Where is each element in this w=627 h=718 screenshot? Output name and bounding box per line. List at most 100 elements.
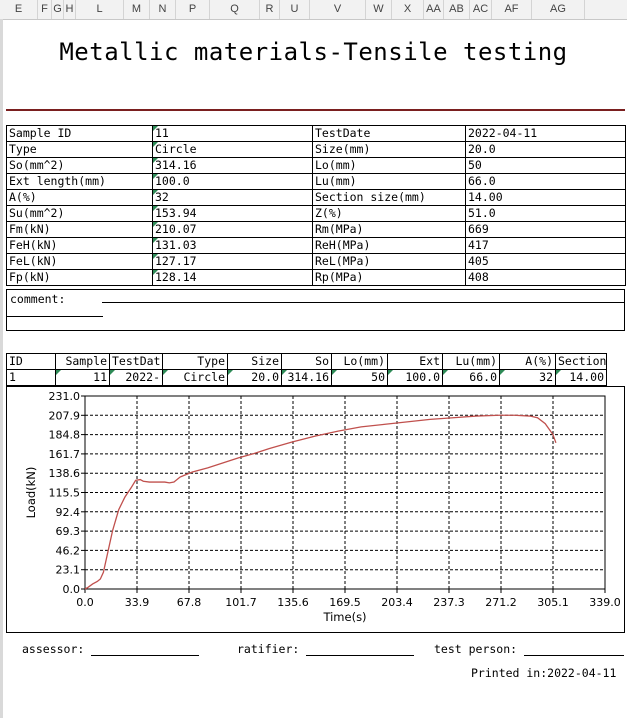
info-label-cell[interactable]: Sample ID [6, 125, 153, 142]
info-cell-text: 405 [468, 254, 489, 269]
info-label-cell[interactable]: FeH(kN) [6, 237, 153, 254]
info-value-cell[interactable]: 66.0 [465, 173, 626, 190]
results-cell-text: Section [558, 354, 607, 369]
results-value-cell[interactable]: 314.16 [281, 369, 332, 386]
info-value-cell[interactable]: 131.03 [152, 237, 313, 254]
info-label-cell[interactable]: Rm(MPa) [312, 221, 466, 238]
info-label-cell[interactable]: Rp(MPa) [312, 269, 466, 286]
results-header-cell[interactable]: Lo(mm) [331, 353, 388, 370]
results-header-cell[interactable]: TestDat [109, 353, 163, 370]
info-value-cell[interactable]: 11 [152, 125, 313, 142]
results-header-cell[interactable]: Sample [55, 353, 110, 370]
column-header[interactable]: AB [444, 0, 470, 19]
info-label-cell[interactable]: Size(mm) [312, 141, 466, 158]
column-header[interactable]: AC [470, 0, 492, 19]
results-header-cell[interactable]: Lu(mm) [442, 353, 500, 370]
info-value-cell[interactable]: 128.14 [152, 269, 313, 286]
column-header[interactable]: F [38, 0, 52, 19]
results-value-cell[interactable]: 2022- [109, 369, 163, 386]
column-header[interactable]: E [0, 0, 38, 19]
results-header-cell[interactable]: Type [162, 353, 228, 370]
column-header[interactable]: X [392, 0, 424, 19]
results-value-cell[interactable]: 50 [331, 369, 388, 386]
info-cell-text: Rm(MPa) [315, 222, 364, 237]
info-label-cell[interactable]: Ext length(mm) [6, 173, 153, 190]
info-value-cell[interactable]: 2022-04-11 [465, 125, 626, 142]
results-value-cell[interactable]: 11 [55, 369, 110, 386]
info-label-cell[interactable]: Type [6, 141, 153, 158]
info-value-cell[interactable]: 50 [465, 157, 626, 174]
results-header-cell[interactable]: So [281, 353, 332, 370]
info-cell-text: ReH(MPa) [315, 238, 371, 253]
assessor-signature-line[interactable] [91, 655, 200, 656]
info-value-cell[interactable]: 153.94 [152, 205, 313, 222]
column-header[interactable]: Q [210, 0, 260, 19]
test-person-field: test person: [434, 642, 625, 656]
test-person-signature-line[interactable] [524, 655, 625, 656]
results-header-cell[interactable]: Section [555, 353, 607, 370]
y-tick-label: 231.0 [49, 390, 81, 403]
results-value-cell[interactable]: Circle [162, 369, 228, 386]
column-header[interactable]: V [310, 0, 366, 19]
results-header-cell[interactable]: ID [6, 353, 56, 370]
info-label-cell[interactable]: Z(%) [312, 205, 466, 222]
info-label-cell[interactable]: Lu(mm) [312, 173, 466, 190]
info-value-cell[interactable]: 210.07 [152, 221, 313, 238]
results-value-cell[interactable]: 66.0 [442, 369, 500, 386]
info-cell-text: 131.03 [155, 238, 197, 253]
results-header-cell[interactable]: A(%) [499, 353, 556, 370]
info-label-cell[interactable]: FeL(kN) [6, 253, 153, 270]
info-label-cell[interactable]: Su(mm^2) [6, 205, 153, 222]
info-value-cell[interactable]: Circle [152, 141, 313, 158]
column-header[interactable]: M [124, 0, 150, 19]
info-value-cell[interactable]: 32 [152, 189, 313, 206]
results-value-cell[interactable]: 14.00 [555, 369, 607, 386]
column-header[interactable]: H [64, 0, 76, 19]
ratifier-signature-line[interactable] [306, 655, 415, 656]
results-value-cell[interactable]: 100.0 [387, 369, 443, 386]
info-label-cell[interactable]: TestDate [312, 125, 466, 142]
column-header[interactable]: N [150, 0, 176, 19]
info-label-cell[interactable]: So(mm^2) [6, 157, 153, 174]
assessor-label: assessor: [22, 642, 85, 656]
info-label-cell[interactable]: Fm(kN) [6, 221, 153, 238]
cell-note-marker [153, 222, 158, 227]
info-value-cell[interactable]: 417 [465, 237, 626, 254]
column-header[interactable]: R [260, 0, 280, 19]
info-label-cell[interactable]: ReL(MPa) [312, 253, 466, 270]
column-header[interactable]: AF [492, 0, 532, 19]
results-header-cell[interactable]: Size [227, 353, 282, 370]
cell-note-marker [163, 370, 168, 375]
column-header[interactable]: AA [424, 0, 444, 19]
column-header[interactable]: AG [532, 0, 585, 19]
info-value-cell[interactable]: 408 [465, 269, 626, 286]
column-header[interactable]: G [52, 0, 64, 19]
comment-box[interactable]: comment: [6, 289, 625, 331]
info-value-cell[interactable]: 127.17 [152, 253, 313, 270]
info-value-cell[interactable]: 14.00 [465, 189, 626, 206]
column-header[interactable]: U [280, 0, 310, 19]
info-value-cell[interactable]: 51.0 [465, 205, 626, 222]
info-value-cell[interactable]: 314.16 [152, 157, 313, 174]
results-header-cell[interactable]: Ext [387, 353, 443, 370]
info-label-cell[interactable]: Section size(mm) [312, 189, 466, 206]
info-value-cell[interactable]: 669 [465, 221, 626, 238]
info-value-cell[interactable]: 100.0 [152, 173, 313, 190]
column-header[interactable]: W [366, 0, 392, 19]
column-header[interactable]: P [176, 0, 210, 19]
results-value-cell[interactable]: 32 [499, 369, 556, 386]
info-label-cell[interactable]: A(%) [6, 189, 153, 206]
info-cell-text: 669 [468, 222, 489, 237]
info-label-cell[interactable]: Lo(mm) [312, 157, 466, 174]
info-cell-text: FeH(kN) [9, 238, 58, 253]
info-label-cell[interactable]: ReH(MPa) [312, 237, 466, 254]
results-value-cell[interactable]: 1 [6, 369, 56, 386]
info-row: Fp(kN) 128.14 Rp(MPa) 408 [6, 269, 626, 286]
info-value-cell[interactable]: 20.0 [465, 141, 626, 158]
results-value-cell[interactable]: 20.0 [227, 369, 282, 386]
cell-note-marker [153, 142, 158, 147]
info-label-cell[interactable]: Fp(kN) [6, 269, 153, 286]
info-value-cell[interactable]: 405 [465, 253, 626, 270]
column-header[interactable]: L [76, 0, 124, 19]
x-tick-label: 237.3 [433, 596, 465, 609]
